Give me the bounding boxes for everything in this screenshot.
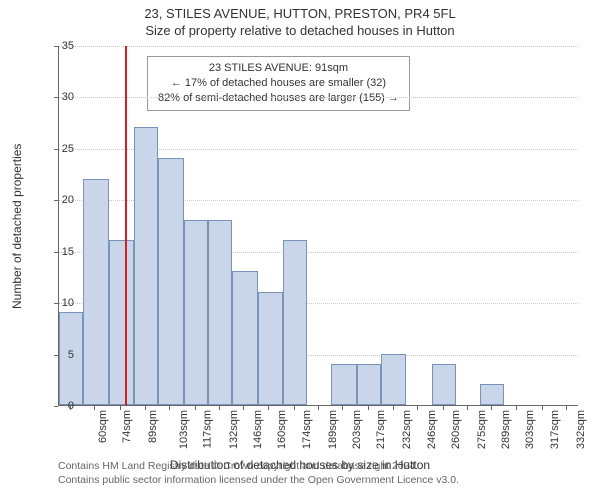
x-tick-label: 303sqm xyxy=(524,410,536,449)
y-tick-label: 35 xyxy=(44,40,74,52)
y-tick-label: 20 xyxy=(44,194,74,206)
grid-line xyxy=(59,46,578,47)
histogram-bar xyxy=(158,158,184,405)
x-tick-mark xyxy=(169,406,170,410)
x-tick-label: 332sqm xyxy=(575,410,587,449)
x-tick-mark xyxy=(566,406,567,410)
x-tick-mark xyxy=(268,406,269,410)
y-tick-label: 30 xyxy=(44,91,74,103)
y-tick-mark xyxy=(54,303,58,304)
y-tick-mark xyxy=(54,406,58,407)
x-tick-mark xyxy=(342,406,343,410)
x-tick-label: 132sqm xyxy=(228,410,240,449)
histogram-bar xyxy=(258,292,282,405)
plot-area: 23 STILES AVENUE: 91sqm ← 17% of detache… xyxy=(58,46,578,406)
x-tick-label: 203sqm xyxy=(351,410,363,449)
x-tick-label: 232sqm xyxy=(401,410,413,449)
x-tick-label: 275sqm xyxy=(476,410,488,449)
y-tick-mark xyxy=(54,97,58,98)
footer-line: Contains HM Land Registry data © Crown c… xyxy=(58,460,459,474)
y-tick-mark xyxy=(54,46,58,47)
histogram-bar xyxy=(134,127,158,405)
x-tick-mark xyxy=(94,406,95,410)
x-tick-mark xyxy=(491,406,492,410)
annotation-box: 23 STILES AVENUE: 91sqm ← 17% of detache… xyxy=(147,56,410,111)
x-tick-mark xyxy=(516,406,517,410)
histogram-bar xyxy=(432,364,456,405)
annotation-line: 23 STILES AVENUE: 91sqm xyxy=(158,61,399,76)
annotation-line: ← 17% of detached houses are smaller (32… xyxy=(158,76,399,91)
histogram-bar xyxy=(357,364,381,405)
histogram-bar xyxy=(283,240,307,405)
marker-line xyxy=(125,46,127,405)
histogram-bar xyxy=(83,179,109,405)
x-tick-label: 146sqm xyxy=(252,410,264,449)
y-tick-label: 5 xyxy=(44,349,74,361)
y-tick-mark xyxy=(54,149,58,150)
x-tick-mark xyxy=(294,406,295,410)
page-subtitle: Size of property relative to detached ho… xyxy=(0,23,600,38)
x-tick-label: 317sqm xyxy=(549,410,561,449)
y-tick-mark xyxy=(54,200,58,201)
title-block: 23, STILES AVENUE, HUTTON, PRESTON, PR4 … xyxy=(0,0,600,38)
histogram-bar xyxy=(331,364,357,405)
y-tick-mark xyxy=(54,355,58,356)
attribution-footer: Contains HM Land Registry data © Crown c… xyxy=(58,460,459,487)
x-tick-mark xyxy=(195,406,196,410)
x-tick-mark xyxy=(417,406,418,410)
x-tick-label: 117sqm xyxy=(201,410,213,448)
x-tick-mark xyxy=(467,406,468,410)
x-tick-label: 103sqm xyxy=(178,410,190,449)
x-tick-label: 74sqm xyxy=(121,410,133,443)
x-tick-label: 246sqm xyxy=(426,410,438,449)
y-tick-label: 15 xyxy=(44,246,74,258)
page-title: 23, STILES AVENUE, HUTTON, PRESTON, PR4 … xyxy=(0,6,600,21)
x-tick-mark xyxy=(542,406,543,410)
x-tick-mark xyxy=(393,406,394,410)
grid-line xyxy=(59,97,578,98)
histogram-bar xyxy=(109,240,133,405)
x-tick-label: 217sqm xyxy=(375,410,387,449)
histogram-bar xyxy=(381,354,405,405)
x-tick-label: 289sqm xyxy=(500,410,512,449)
histogram-bar xyxy=(232,271,258,405)
y-tick-label: 10 xyxy=(44,297,74,309)
x-tick-label: 174sqm xyxy=(301,410,313,449)
x-tick-label: 89sqm xyxy=(147,410,159,443)
y-tick-mark xyxy=(54,252,58,253)
x-tick-mark xyxy=(120,406,121,410)
x-tick-label: 260sqm xyxy=(450,410,462,449)
x-tick-mark xyxy=(243,406,244,410)
y-axis-label: Number of detached properties xyxy=(10,143,24,308)
x-tick-mark xyxy=(443,406,444,410)
histogram-bar xyxy=(184,220,208,405)
x-tick-label: 160sqm xyxy=(277,410,289,449)
x-tick-mark xyxy=(368,406,369,410)
x-tick-label: 60sqm xyxy=(97,410,109,443)
x-tick-mark xyxy=(318,406,319,410)
footer-line: Contains public sector information licen… xyxy=(58,474,459,488)
x-tick-label: 189sqm xyxy=(327,410,339,449)
y-tick-label: 25 xyxy=(44,143,74,155)
x-tick-mark xyxy=(70,406,71,410)
x-tick-mark xyxy=(219,406,220,410)
x-tick-mark xyxy=(145,406,146,410)
histogram-chart: Number of detached properties 23 STILES … xyxy=(0,42,600,452)
histogram-bar xyxy=(480,384,504,405)
histogram-bar xyxy=(208,220,232,405)
